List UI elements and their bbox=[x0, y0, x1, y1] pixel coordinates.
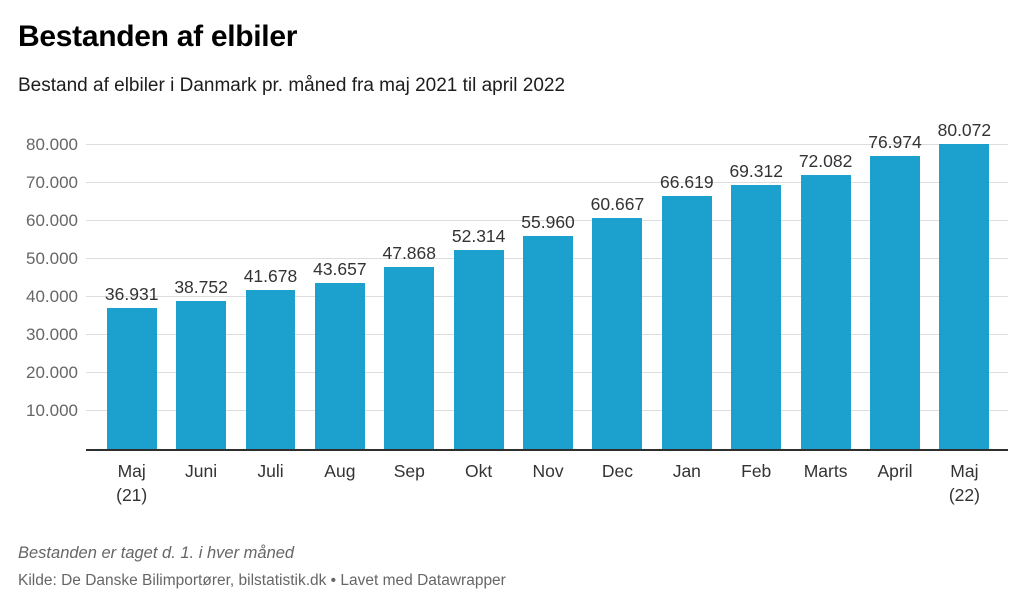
bar-slot: 36.931 bbox=[97, 284, 166, 449]
bar-slot: 52.314 bbox=[444, 226, 513, 449]
chart-source: Kilde: De Danske Bilimportører, bilstati… bbox=[18, 571, 506, 589]
bar[interactable] bbox=[176, 301, 227, 449]
bar-slot: 76.974 bbox=[860, 132, 929, 449]
bars: 36.931 38.752 41.678 43.657 47.868 52.314 55.9… bbox=[97, 120, 999, 449]
bar-value-label: 36.931 bbox=[104, 284, 159, 305]
x-axis-label: Okt bbox=[465, 460, 493, 481]
bar[interactable] bbox=[592, 218, 643, 449]
bar[interactable] bbox=[870, 156, 920, 449]
x-axis-label: Sep bbox=[393, 460, 425, 481]
bar-slot: 60.667 bbox=[583, 194, 652, 449]
bar[interactable] bbox=[731, 185, 782, 449]
bar-value-label: 52.314 bbox=[451, 225, 506, 246]
x-axis-label: Nov bbox=[532, 460, 564, 481]
bar[interactable] bbox=[661, 195, 712, 449]
y-tick-label: 60.000 bbox=[26, 210, 78, 230]
y-tick-label: 50.000 bbox=[26, 248, 78, 268]
y-tick-label: 80.000 bbox=[26, 134, 78, 154]
gridline: 60.000 bbox=[26, 211, 1008, 230]
bar[interactable] bbox=[523, 236, 574, 449]
bar-chart: 36.931 38.752 41.678 43.657 47.868 52.314 55.9… bbox=[17, 120, 1008, 510]
chart-footnote: Bestanden er taget d. 1. i hver måned bbox=[18, 543, 295, 562]
bar-value-label: 43.657 bbox=[313, 258, 367, 279]
bar-value-label: 72.082 bbox=[798, 150, 853, 171]
bar-slot: 43.657 bbox=[305, 259, 374, 449]
bar[interactable] bbox=[800, 174, 851, 449]
bar-slot: 72.082 bbox=[791, 151, 860, 449]
chart-subtitle: Bestand af elbiler i Danmark pr. måned f… bbox=[18, 75, 566, 96]
y-tick-label: 30.000 bbox=[26, 324, 78, 344]
x-axis-label: Aug bbox=[324, 460, 356, 481]
bar-slot: 80.072 bbox=[930, 120, 999, 449]
x-axis-label: Juli bbox=[257, 460, 284, 481]
chart-header: Bestanden af elbiler Bestand af elbiler … bbox=[17, 20, 1008, 98]
bar[interactable] bbox=[384, 266, 435, 449]
bar-slot: 38.752 bbox=[166, 277, 235, 449]
bar-slot: 41.678 bbox=[236, 266, 305, 449]
bar-slot: 69.312 bbox=[722, 161, 791, 449]
x-axis-label: April bbox=[877, 460, 913, 481]
bar[interactable] bbox=[245, 290, 296, 449]
gridline: 80.000 bbox=[26, 135, 1008, 154]
y-tick-label: 10.000 bbox=[26, 400, 78, 420]
bar-slot: 55.960 bbox=[513, 212, 582, 449]
bar-slot: 66.619 bbox=[652, 172, 721, 449]
chart-footer: Bestanden er taget d. 1. i hver måned Ki… bbox=[18, 544, 1007, 590]
plot-area: 36.931 38.752 41.678 43.657 47.868 52.314 55.9… bbox=[26, 120, 1008, 451]
bar-value-label: 80.072 bbox=[937, 120, 992, 141]
bar-value-label: 38.752 bbox=[174, 277, 228, 298]
bar[interactable] bbox=[453, 249, 504, 449]
bar-value-label: 60.667 bbox=[590, 194, 645, 215]
chart-title: Bestanden af elbiler bbox=[18, 20, 298, 53]
x-axis: Maj (21) Juni Juli Aug Sep Okt Nov Dec Jan Feb Mart… bbox=[97, 459, 999, 508]
x-axis-label: Maj (22) bbox=[948, 460, 980, 506]
bar[interactable] bbox=[939, 144, 990, 449]
bar-value-label: 69.312 bbox=[729, 161, 783, 182]
bar-value-label: 66.619 bbox=[660, 171, 714, 192]
x-axis-label: Maj (21) bbox=[116, 460, 148, 506]
y-tick-label: 70.000 bbox=[26, 172, 78, 192]
x-axis-label: Jan bbox=[672, 460, 701, 481]
bar-value-label: 76.974 bbox=[868, 132, 922, 153]
x-axis-label: Juni bbox=[185, 460, 218, 481]
y-tick-label: 40.000 bbox=[26, 286, 78, 306]
x-axis-label: Marts bbox=[803, 460, 848, 481]
x-axis-label: Dec bbox=[601, 460, 633, 481]
gridline: 70.000 bbox=[26, 173, 1008, 192]
bar-slot: 47.868 bbox=[375, 243, 444, 449]
bar-value-label: 41.678 bbox=[243, 266, 298, 287]
x-axis-label: Feb bbox=[741, 460, 772, 481]
bar[interactable] bbox=[106, 308, 157, 449]
y-tick-label: 20.000 bbox=[26, 362, 78, 382]
bar[interactable] bbox=[314, 282, 365, 449]
bar-value-label: 47.868 bbox=[382, 242, 437, 263]
bar-value-label: 55.960 bbox=[521, 212, 575, 233]
